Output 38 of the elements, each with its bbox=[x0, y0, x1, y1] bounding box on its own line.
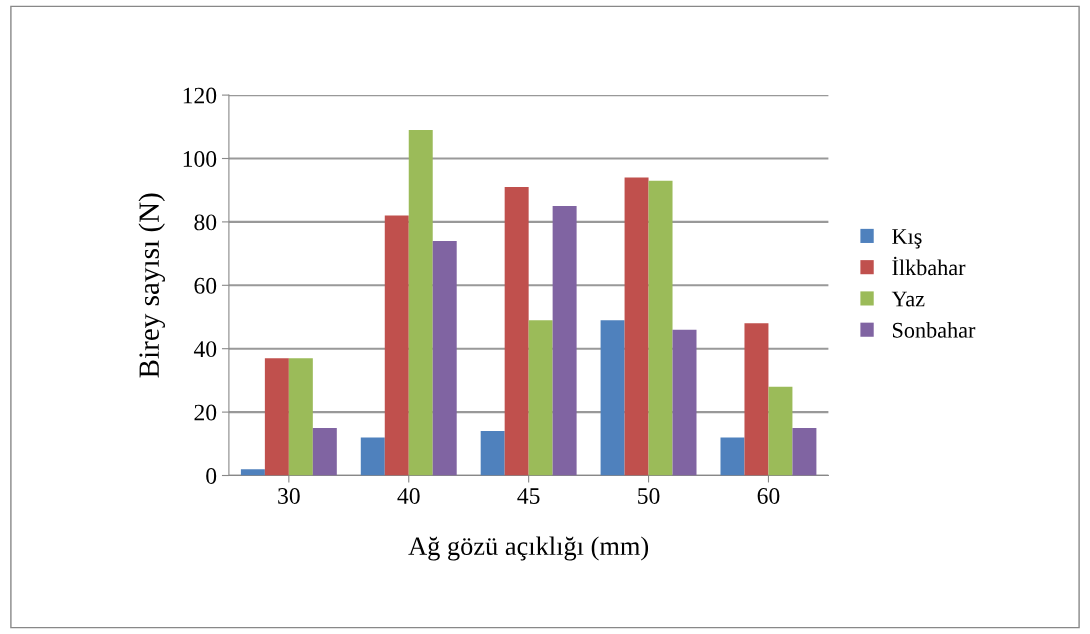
y-tick-label: 40 bbox=[193, 341, 217, 358]
y-tick-label: 60 bbox=[194, 277, 217, 294]
y-tick-label: 0 bbox=[206, 467, 217, 484]
bar bbox=[504, 187, 529, 476]
bar bbox=[480, 431, 505, 476]
bar bbox=[360, 437, 385, 476]
bar bbox=[264, 358, 289, 476]
bar bbox=[768, 386, 793, 476]
bar bbox=[720, 437, 745, 476]
y-tick-label: 120 bbox=[183, 87, 217, 104]
bar bbox=[552, 206, 577, 476]
bar bbox=[744, 323, 769, 476]
legend-label: Kış bbox=[892, 229, 922, 249]
y-axis-title: Birey sayısı (N) bbox=[138, 193, 166, 378]
bar bbox=[312, 427, 337, 476]
x-tick-label: 50 bbox=[638, 487, 660, 504]
y-tick-label: 20 bbox=[194, 404, 217, 421]
x-tick-label: 40 bbox=[397, 487, 420, 504]
x-axis-title: Ağ gözü açıklığı (mm) bbox=[408, 536, 649, 561]
x-tick-label: 45 bbox=[517, 488, 540, 504]
y-tick-label: 100 bbox=[183, 150, 217, 167]
bar bbox=[600, 320, 625, 476]
bar bbox=[648, 180, 673, 476]
legend-label: İlkbahar bbox=[892, 256, 966, 276]
y-tick-label: 80 bbox=[194, 214, 217, 231]
bar bbox=[672, 329, 697, 476]
bar bbox=[792, 427, 817, 476]
legend-label: Sonbahar bbox=[892, 322, 976, 338]
bar bbox=[624, 177, 649, 476]
bar bbox=[240, 469, 265, 476]
bar bbox=[288, 358, 313, 476]
bar bbox=[408, 129, 433, 476]
bar bbox=[528, 320, 553, 476]
legend-label: Yaz bbox=[891, 291, 925, 307]
x-tick-label: 60 bbox=[757, 487, 780, 504]
x-tick-label: 30 bbox=[278, 487, 300, 504]
bar bbox=[384, 215, 409, 476]
bar bbox=[432, 240, 457, 476]
